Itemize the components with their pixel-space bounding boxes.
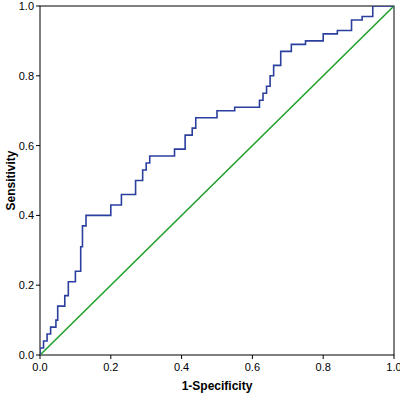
x-tick [252, 355, 253, 359]
data-group [40, 6, 394, 355]
y-tick [36, 75, 40, 76]
x-tick-label: 0.2 [103, 361, 118, 373]
y-tick [36, 215, 40, 216]
y-tick-label: 0.2 [19, 279, 34, 291]
y-tick-label: 0.6 [19, 140, 34, 152]
x-tick [394, 355, 395, 359]
x-tick [323, 355, 324, 359]
series-line [40, 6, 394, 355]
series-line [40, 6, 394, 355]
y-tick [36, 6, 40, 7]
x-tick-label: 0.4 [174, 361, 189, 373]
x-tick [40, 355, 41, 359]
x-tick-label: 0.0 [32, 361, 47, 373]
x-axis-label: 1-Specificity [182, 379, 253, 393]
x-tick-label: 1.0 [386, 361, 400, 373]
y-tick-label: 0.0 [19, 349, 34, 361]
x-tick [110, 355, 111, 359]
x-tick-label: 0.8 [316, 361, 331, 373]
y-tick-label: 0.4 [19, 209, 34, 221]
y-tick-label: 0.8 [19, 70, 34, 82]
chart: 0.0 0.2 0.4 0.6 0.8 1.0 0.0 0.2 0.4 0.6 0.8 1.0 1-Sp… [0, 0, 400, 398]
y-tick [36, 145, 40, 146]
x-tick [181, 355, 182, 359]
y-tick [36, 285, 40, 286]
y-tick-label: 1.0 [19, 0, 34, 12]
y-axis-label: Sensitivity [4, 150, 18, 210]
y-tick [36, 355, 40, 356]
x-tick-label: 0.6 [245, 361, 260, 373]
plot-frame [40, 6, 394, 355]
